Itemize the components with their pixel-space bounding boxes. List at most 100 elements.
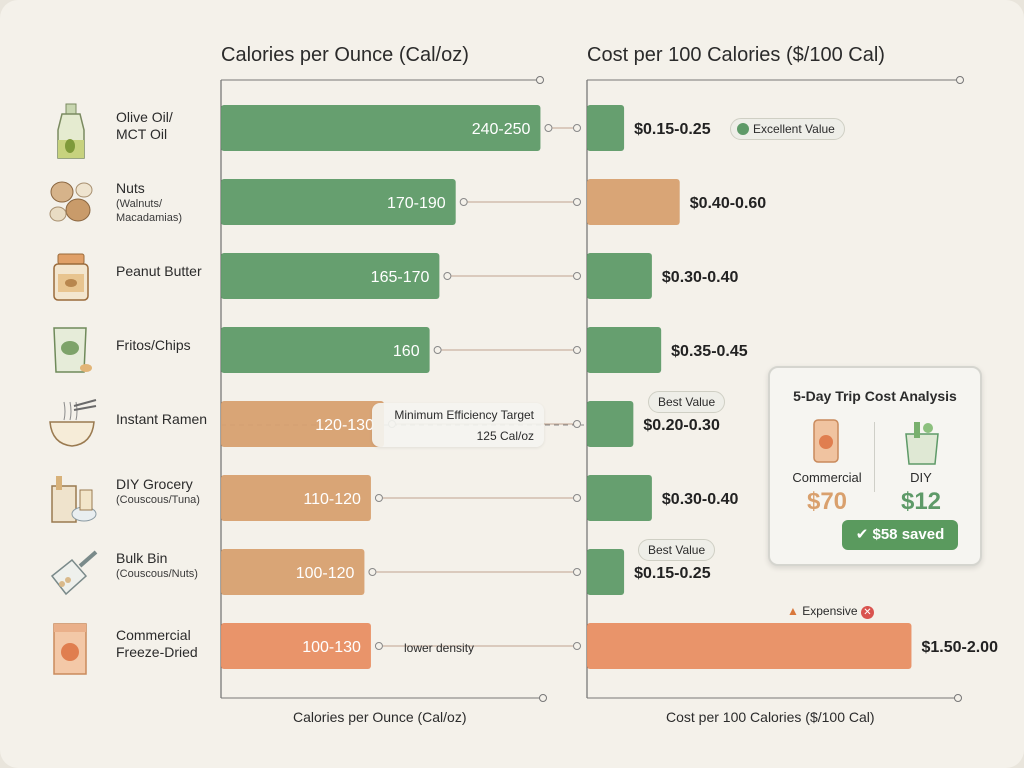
food-row: Commercial Freeze-Dried bbox=[0, 616, 215, 676]
savings-text: $58 saved bbox=[872, 526, 945, 543]
cal-value-label: 165-170 bbox=[371, 269, 430, 286]
savings-badge: ✔ $58 saved bbox=[842, 520, 958, 550]
cost-value-label: $0.30-0.40 bbox=[662, 491, 739, 508]
food-row: Peanut Butter bbox=[0, 246, 215, 306]
commercial-label: Commercial bbox=[792, 470, 862, 485]
food-row: Nuts (Walnuts/Macadamias) bbox=[0, 172, 215, 232]
cost-value-label: $0.15-0.25 bbox=[634, 121, 711, 138]
best-value-badge-ramen: Best Value bbox=[648, 391, 726, 413]
connector-dot bbox=[443, 272, 452, 280]
cal-bar bbox=[221, 401, 384, 447]
commercial-pouch-icon bbox=[813, 419, 839, 463]
close-circle-icon: ✕ bbox=[860, 606, 874, 619]
cal-value-label: 110-120 bbox=[303, 491, 361, 508]
connector-dot bbox=[374, 494, 383, 502]
diy-cost: $12 bbox=[900, 488, 942, 515]
target-annotation: Minimum Efficiency Target 125 Cal/oz bbox=[372, 403, 544, 447]
cost-value-label: $0.40-0.60 bbox=[690, 195, 767, 212]
cost-value-label: $1.50-2.00 bbox=[921, 639, 998, 656]
connector-dot bbox=[374, 642, 383, 650]
cost-bar bbox=[587, 549, 625, 595]
nuts-icon bbox=[46, 176, 100, 230]
food-row: Bulk Bin (Couscous/Nuts) bbox=[0, 542, 215, 602]
panel-divider bbox=[874, 422, 875, 492]
peanut-butter-jar-icon bbox=[46, 250, 100, 304]
cost-bar bbox=[587, 475, 652, 521]
connector-dot bbox=[433, 346, 442, 354]
cal-bar bbox=[221, 623, 371, 669]
left-x-axis-label: Calories per Ounce (Cal/oz) bbox=[293, 709, 467, 725]
food-subtitle: (Couscous/Tuna) bbox=[116, 494, 200, 506]
left-chart-title: Calories per Ounce (Cal/oz) bbox=[221, 44, 469, 66]
right-top-axis-end bbox=[956, 76, 964, 84]
cost-value-label: $0.20-0.30 bbox=[643, 417, 720, 434]
diy-label: DIY bbox=[910, 470, 932, 485]
excellent-value-text: Excellent Value bbox=[753, 122, 835, 136]
excellent-value-badge: Excellent Value bbox=[730, 118, 845, 140]
connector-dot bbox=[368, 568, 377, 576]
freeze-dried-pouch-icon bbox=[46, 620, 100, 675]
trip-title: 5-Day Trip Cost Analysis bbox=[793, 388, 957, 404]
connector-dot bbox=[573, 198, 581, 206]
cal-value-label: 160 bbox=[393, 343, 420, 360]
warning-icon: ▲ bbox=[787, 604, 799, 618]
lower-density-note: lower density bbox=[404, 641, 474, 655]
cal-value-label: 100-130 bbox=[302, 639, 361, 656]
connector-dot bbox=[573, 568, 581, 576]
cost-value-label: $0.35-0.45 bbox=[671, 343, 748, 360]
cost-bar bbox=[587, 623, 912, 669]
grocery-bag-icon bbox=[905, 422, 939, 465]
food-name: Olive Oil/MCT Oil bbox=[116, 109, 173, 142]
target-value-label: 125 Cal/oz bbox=[476, 429, 534, 443]
cost-bar bbox=[587, 105, 625, 151]
food-name: Nuts (Walnuts/Macadamias) bbox=[116, 180, 183, 224]
left-top-axis-end bbox=[536, 76, 544, 84]
connector-dot bbox=[573, 272, 581, 280]
cost-bar bbox=[587, 327, 662, 373]
check-circle-icon bbox=[737, 123, 749, 135]
food-row: Olive Oil/MCT Oil bbox=[0, 98, 215, 159]
cost-bar bbox=[587, 179, 680, 225]
scoop-icon bbox=[46, 546, 100, 600]
cal-value-label: 170-190 bbox=[387, 195, 446, 212]
ramen-bowl-icon bbox=[46, 398, 100, 452]
food-name: Peanut Butter bbox=[116, 263, 202, 279]
chips-bag-icon bbox=[46, 324, 100, 378]
food-name: Instant Ramen bbox=[116, 411, 208, 427]
cost-value-label: $0.15-0.25 bbox=[634, 565, 711, 582]
food-subtitle: (Walnuts/Macadamias) bbox=[116, 198, 183, 224]
expensive-text: Expensive bbox=[802, 604, 858, 618]
grocery-bag-icon bbox=[46, 472, 100, 526]
connector-dot bbox=[573, 642, 581, 650]
right-x-axis-label: Cost per 100 Calories ($/100 Cal) bbox=[666, 709, 875, 725]
connector-dot bbox=[573, 124, 581, 132]
cal-value-label: 100-120 bbox=[296, 565, 355, 582]
food-name: Commercial Freeze-Dried bbox=[116, 627, 198, 660]
connector-dot bbox=[573, 346, 581, 354]
food-row: Fritos/Chips bbox=[0, 320, 215, 380]
food-name: Bulk Bin (Couscous/Nuts) bbox=[116, 550, 198, 580]
food-name: DIY Grocery (Couscous/Tuna) bbox=[116, 476, 200, 506]
commercial-cost: $70 bbox=[806, 488, 848, 515]
cost-value-label: $0.30-0.40 bbox=[662, 269, 739, 286]
food-subtitle: (Couscous/Nuts) bbox=[116, 568, 198, 580]
right-chart-title: Cost per 100 Calories ($/100 Cal) bbox=[587, 44, 885, 66]
check-icon: ✔ bbox=[855, 526, 869, 543]
connector-dot bbox=[544, 124, 553, 132]
food-row: Instant Ramen bbox=[0, 394, 215, 454]
food-name: Fritos/Chips bbox=[116, 337, 191, 353]
left-x-axis-end bbox=[539, 694, 547, 702]
cal-bar bbox=[221, 549, 365, 595]
cal-bar bbox=[221, 105, 541, 151]
olive-oil-bottle-icon bbox=[46, 102, 100, 159]
connector-dot bbox=[459, 198, 468, 206]
cal-value-label: 240-250 bbox=[472, 121, 531, 138]
target-label: Minimum Efficiency Target bbox=[394, 408, 534, 422]
connector-dot bbox=[573, 420, 581, 428]
right-x-axis-end bbox=[954, 694, 962, 702]
connector-dot bbox=[573, 494, 581, 502]
food-row: DIY Grocery (Couscous/Tuna) bbox=[0, 468, 215, 528]
best-value-badge-bulk: Best Value bbox=[638, 539, 716, 561]
cal-bar bbox=[221, 475, 371, 521]
